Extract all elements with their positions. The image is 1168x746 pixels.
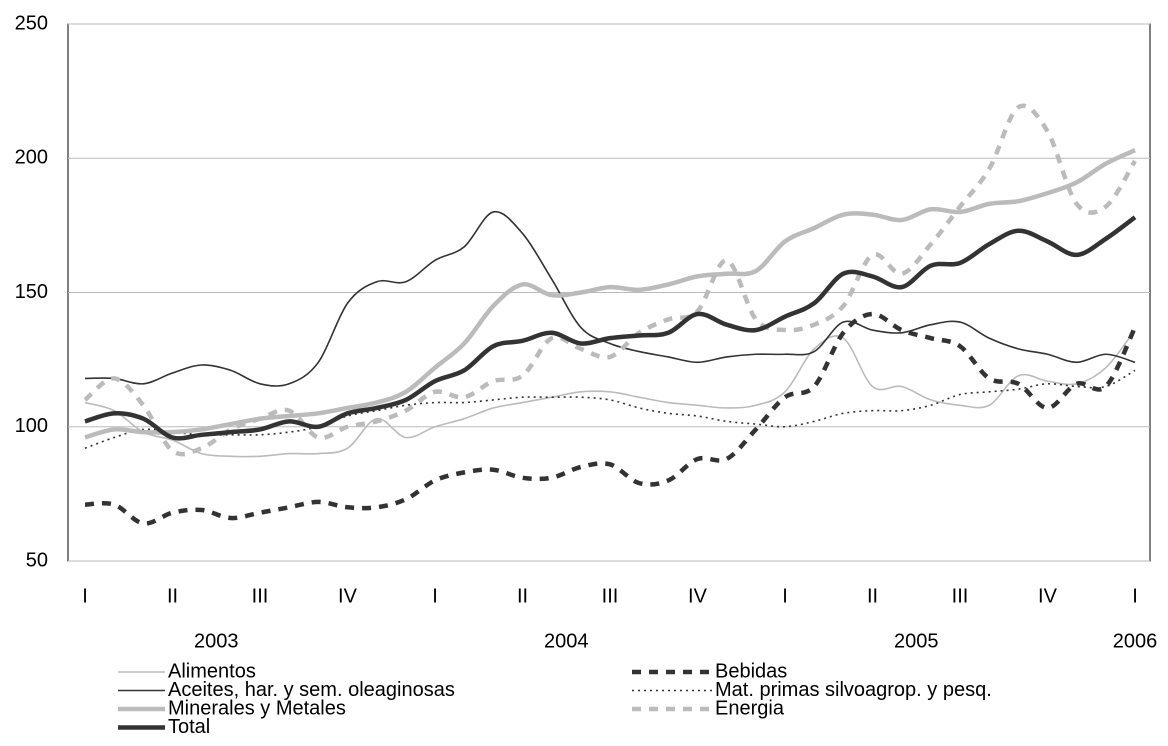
x-tick-label: IV [338, 585, 358, 607]
x-tick-label: IV [688, 585, 708, 607]
legend-label: Energia [715, 697, 785, 719]
x-tick-label: I [782, 585, 788, 607]
series-line [84, 215, 1137, 441]
legend-label: Mat. primas silvoagrop. y pesq. [715, 679, 992, 701]
legend-label: Alimentos [168, 660, 256, 682]
x-tick-label: III [952, 585, 969, 607]
x-tick-label: I [82, 585, 88, 607]
series-line [83, 103, 1137, 457]
series-line [84, 329, 1136, 458]
legend-label: Aceites, har. y sem. oleaginosas [168, 679, 455, 701]
legend-label: Total [168, 716, 210, 738]
y-tick-label: 250 [15, 12, 48, 34]
x-tick-label: I [1132, 585, 1138, 607]
year-label: 2006 [1113, 630, 1158, 652]
year-label: 2005 [894, 630, 939, 652]
y-tick-label: 100 [15, 415, 48, 437]
x-tick-label: III [252, 585, 269, 607]
y-tick-label: 150 [15, 281, 48, 303]
y-tick-label: 50 [26, 549, 48, 571]
x-tick-label: II [517, 585, 528, 607]
year-label: 2004 [544, 630, 589, 652]
year-label: 2003 [194, 630, 239, 652]
x-tick-label: III [602, 585, 619, 607]
x-tick-label: II [867, 585, 878, 607]
series-line [84, 210, 1136, 387]
legend-label: Bebidas [715, 660, 787, 682]
series-line [84, 369, 1136, 449]
x-tick-label: I [432, 585, 438, 607]
series-line [84, 148, 1136, 440]
x-tick-label: IV [1038, 585, 1058, 607]
series-line [84, 311, 1138, 526]
x-tick-label: II [167, 585, 178, 607]
legend-label: Minerales y Metales [168, 697, 346, 719]
y-tick-label: 200 [15, 147, 48, 169]
